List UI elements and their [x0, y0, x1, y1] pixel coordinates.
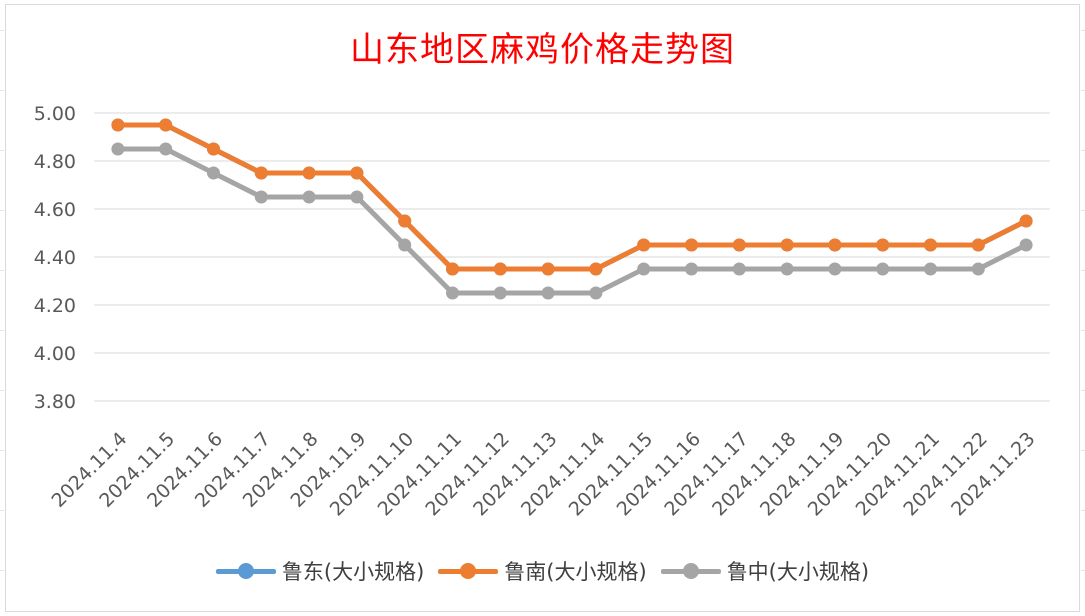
data-point[interactable] [446, 262, 459, 276]
series-line [115, 122, 1029, 272]
sheet-gutter-left [0, 0, 4, 616]
data-point[interactable] [159, 142, 173, 156]
legend-label: 鲁中(大小规格) [726, 560, 870, 584]
y-tick-label: 4.60 [34, 199, 76, 221]
legend-marker [438, 561, 499, 581]
data-point[interactable] [924, 238, 937, 252]
data-point[interactable] [924, 262, 937, 276]
y-tick-label: 3.80 [34, 391, 76, 413]
data-point[interactable] [637, 238, 651, 252]
series-2 [111, 142, 1033, 300]
data-point[interactable] [446, 286, 459, 300]
y-tick-label: 4.00 [34, 343, 76, 365]
chart-frame[interactable] [5, 4, 1080, 612]
data-point[interactable] [493, 262, 507, 276]
data-point[interactable] [828, 262, 842, 276]
series-lines [111, 118, 1033, 300]
data-point[interactable] [637, 262, 651, 276]
series-line [115, 146, 1029, 296]
y-tick-label: 4.80 [34, 151, 76, 173]
data-point[interactable] [398, 214, 412, 228]
data-point[interactable] [111, 118, 125, 132]
data-point[interactable] [685, 238, 698, 252]
data-point[interactable] [302, 166, 316, 180]
data-point[interactable] [876, 238, 890, 252]
sheet-gutter-right [1081, 0, 1085, 616]
data-point[interactable] [732, 262, 746, 276]
legend-marker [660, 561, 721, 581]
data-point[interactable] [971, 238, 985, 252]
data-point[interactable] [1019, 238, 1033, 252]
data-point[interactable] [780, 238, 794, 252]
data-point[interactable] [541, 262, 555, 276]
data-point[interactable] [350, 166, 364, 180]
data-point[interactable] [398, 238, 412, 252]
data-point[interactable] [732, 238, 746, 252]
legend-marker [215, 561, 276, 581]
data-point[interactable] [589, 286, 603, 300]
data-point[interactable] [159, 118, 173, 132]
y-tick-label: 4.40 [34, 247, 76, 269]
data-point[interactable] [828, 238, 842, 252]
data-point[interactable] [1019, 214, 1033, 228]
data-point[interactable] [685, 262, 698, 276]
data-point[interactable] [541, 286, 555, 300]
data-point[interactable] [254, 166, 268, 180]
legend-label: 鲁东(大小规格) [281, 560, 425, 584]
legend-item[interactable]: 鲁中(大小规格) [660, 556, 870, 586]
data-point[interactable] [589, 262, 603, 276]
y-tick-label: 5.00 [34, 103, 76, 125]
data-point[interactable] [302, 190, 316, 204]
legend-item[interactable]: 鲁南(大小规格) [438, 556, 647, 586]
series-1 [111, 118, 1033, 276]
data-point[interactable] [780, 262, 794, 276]
y-tick-label: 4.20 [34, 295, 76, 317]
legend: 鲁东(大小规格) 鲁南(大小规格) 鲁中(大小规格) [0, 556, 1085, 586]
legend-item[interactable]: 鲁东(大小规格) [215, 556, 425, 586]
legend-label: 鲁南(大小规格) [504, 560, 647, 584]
data-point[interactable] [876, 262, 890, 276]
data-point[interactable] [207, 142, 220, 156]
data-point[interactable] [493, 286, 507, 300]
chart-title: 山东地区麻鸡价格走势图 [350, 30, 735, 70]
data-point[interactable] [254, 190, 268, 204]
data-point[interactable] [207, 166, 220, 180]
gridlines [94, 112, 1050, 402]
data-point[interactable] [350, 190, 364, 204]
y-axis-tick-labels: 3.80 4.00 4.20 4.40 4.60 4.80 5.00 [34, 103, 76, 413]
data-point[interactable] [971, 262, 985, 276]
data-point[interactable] [111, 142, 125, 156]
x-axis-tick-labels: 2024.11.42024.11.52024.11.62024.11.72024… [47, 428, 1039, 520]
series-0 [111, 118, 1033, 276]
